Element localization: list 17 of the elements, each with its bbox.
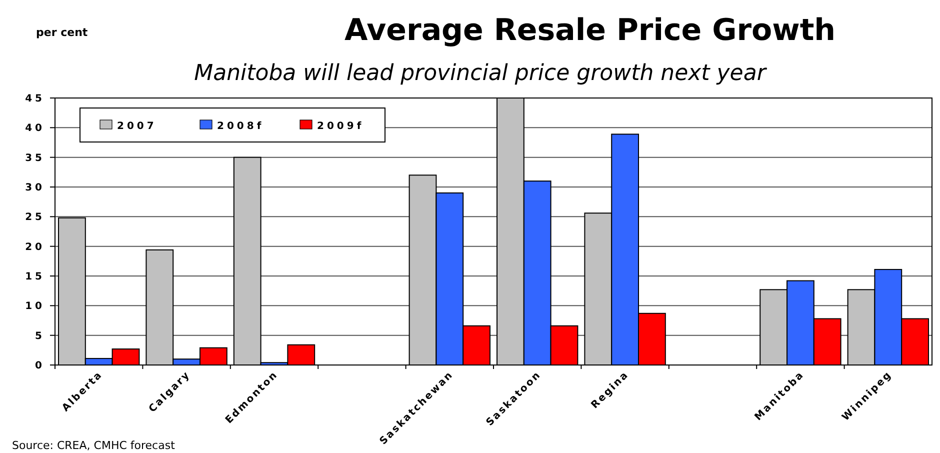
legend-label: 2009f xyxy=(317,121,364,132)
y-tick-label: 15 xyxy=(25,272,45,282)
legend-label: 2007 xyxy=(117,121,157,132)
y-tick-label: 5 xyxy=(35,330,45,342)
chart-subtitle: Manitoba will lead provincial price growth next year xyxy=(194,61,768,86)
source-note: Source: CREA, CMHC forecast xyxy=(12,439,176,452)
y-tick-label: 45 xyxy=(25,94,45,104)
y-tick-label: 10 xyxy=(25,301,45,312)
chart-title: Average Resale Price Growth xyxy=(344,13,836,48)
y-tick-label: 40 xyxy=(25,123,45,134)
y-axis-title: per cent xyxy=(36,26,88,39)
y-tick-label: 0 xyxy=(35,360,45,372)
legend-label: 2008f xyxy=(217,121,264,132)
y-tick-label: 20 xyxy=(25,242,45,253)
y-tick-label: 25 xyxy=(25,212,45,224)
y-tick-label: 30 xyxy=(25,182,45,194)
y-tick-label: 35 xyxy=(25,152,45,164)
